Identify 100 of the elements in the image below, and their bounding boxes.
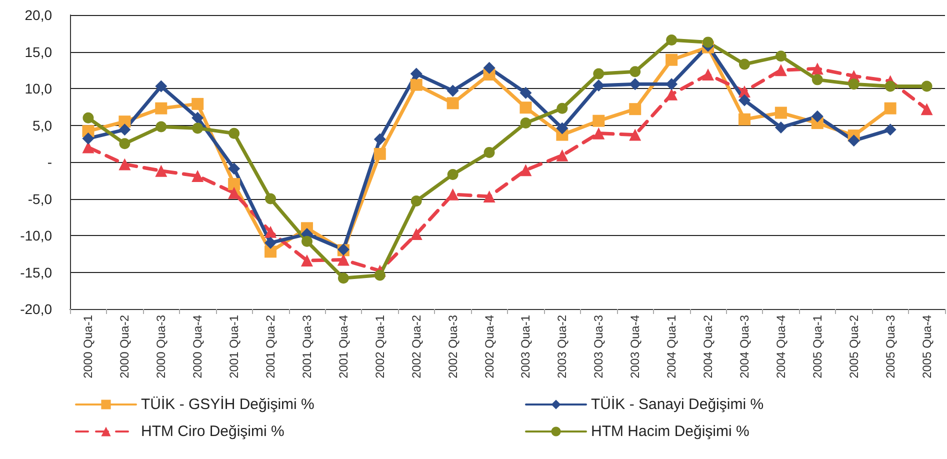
point — [884, 124, 896, 136]
point — [811, 62, 824, 75]
point — [483, 190, 496, 203]
point — [156, 121, 167, 132]
x-tick-label: 2001 Qua-1 — [227, 314, 242, 378]
legend-label: HTM Hacim Değişimi % — [591, 423, 750, 440]
point — [118, 124, 131, 136]
point — [774, 121, 787, 134]
x-tick-label: 2002 Qua-1 — [372, 314, 387, 378]
x-tick-label: 2004 Qua-3 — [737, 314, 752, 378]
y-tick-label: -10,0 — [20, 228, 52, 244]
point — [410, 228, 422, 240]
point — [264, 246, 277, 258]
point — [811, 110, 824, 122]
x-tick-label: 2003 Qua-4 — [628, 314, 642, 378]
point — [228, 128, 240, 139]
point — [556, 122, 568, 134]
point — [374, 133, 386, 146]
point — [155, 102, 168, 114]
point — [228, 178, 240, 190]
point — [738, 58, 750, 70]
point — [738, 113, 750, 126]
legend-label: HTM Ciro Değişimi % — [141, 423, 284, 440]
point — [775, 50, 786, 62]
x-tick-label: 2000 Qua-1 — [81, 314, 96, 378]
point — [374, 148, 386, 160]
point — [738, 94, 750, 106]
point — [520, 118, 532, 129]
x-tick-label: 2003 Qua-3 — [592, 314, 606, 378]
point — [410, 195, 422, 206]
x-tick-label: 2005 Qua-3 — [883, 314, 898, 378]
point — [629, 103, 642, 116]
legend-label: TÜİK - Sanayi Değişimi % — [591, 395, 764, 413]
point — [884, 80, 896, 92]
point — [848, 134, 860, 147]
point — [338, 272, 349, 284]
point — [848, 78, 860, 90]
point — [410, 68, 422, 80]
point — [920, 103, 933, 116]
point — [192, 98, 204, 110]
point — [264, 226, 277, 238]
point — [337, 254, 350, 266]
y-tick-label: 10,0 — [24, 80, 52, 96]
point — [192, 170, 204, 182]
point — [446, 97, 459, 110]
y-tick-label: -5,0 — [28, 190, 52, 207]
point — [592, 80, 605, 92]
point — [484, 146, 495, 158]
point — [666, 54, 678, 66]
x-tick-label: 2002 Qua-3 — [446, 314, 460, 378]
x-tick-label: 2001 Qua-2 — [264, 314, 278, 378]
point — [483, 62, 496, 74]
point — [118, 158, 131, 170]
point — [556, 102, 568, 114]
point — [666, 78, 678, 90]
point — [82, 112, 94, 124]
point — [630, 66, 641, 78]
point — [812, 74, 823, 86]
x-tick-label: 2003 Qua-2 — [555, 314, 570, 378]
point — [629, 128, 642, 141]
point — [520, 164, 532, 176]
x-tick-label: 2005 Qua-4 — [920, 314, 934, 378]
point — [592, 127, 605, 140]
point — [82, 132, 94, 144]
x-tick-label: 2002 Qua-2 — [409, 314, 424, 378]
point — [447, 169, 458, 180]
y-tick-label: 20,0 — [24, 7, 52, 23]
point — [119, 138, 130, 150]
point — [192, 122, 204, 134]
point — [592, 114, 605, 127]
point — [884, 102, 896, 114]
point — [593, 68, 604, 80]
x-tick-label: 2000 Qua-4 — [190, 314, 205, 378]
x-tick-label: 2000 Qua-2 — [118, 314, 132, 378]
x-tick-label: 2004 Qua-2 — [701, 314, 716, 378]
y-tick-label: -20,0 — [20, 301, 52, 317]
point — [702, 68, 714, 81]
point — [556, 149, 568, 162]
legend-label: TÜİK - GSYİH Değişimi % — [141, 395, 314, 413]
point — [666, 34, 678, 46]
y-tick-label: - — [47, 154, 52, 170]
point — [192, 112, 204, 124]
point — [264, 236, 277, 249]
point — [155, 164, 168, 177]
point — [520, 102, 532, 114]
y-tick-label: 15,0 — [24, 44, 52, 60]
x-tick-label: 2002 Qua-4 — [482, 314, 496, 378]
point — [702, 36, 714, 48]
point — [520, 86, 532, 99]
point — [228, 162, 240, 175]
x-tick-label: 2001 Qua-4 — [336, 314, 350, 378]
point — [410, 78, 422, 91]
point — [301, 236, 312, 247]
point — [921, 80, 932, 92]
x-tick-label: 2000 Qua-3 — [154, 314, 168, 378]
point — [155, 80, 168, 92]
point — [666, 88, 678, 100]
point — [774, 106, 787, 119]
x-tick-label: 2004 Qua-4 — [774, 314, 788, 378]
point — [300, 254, 313, 266]
